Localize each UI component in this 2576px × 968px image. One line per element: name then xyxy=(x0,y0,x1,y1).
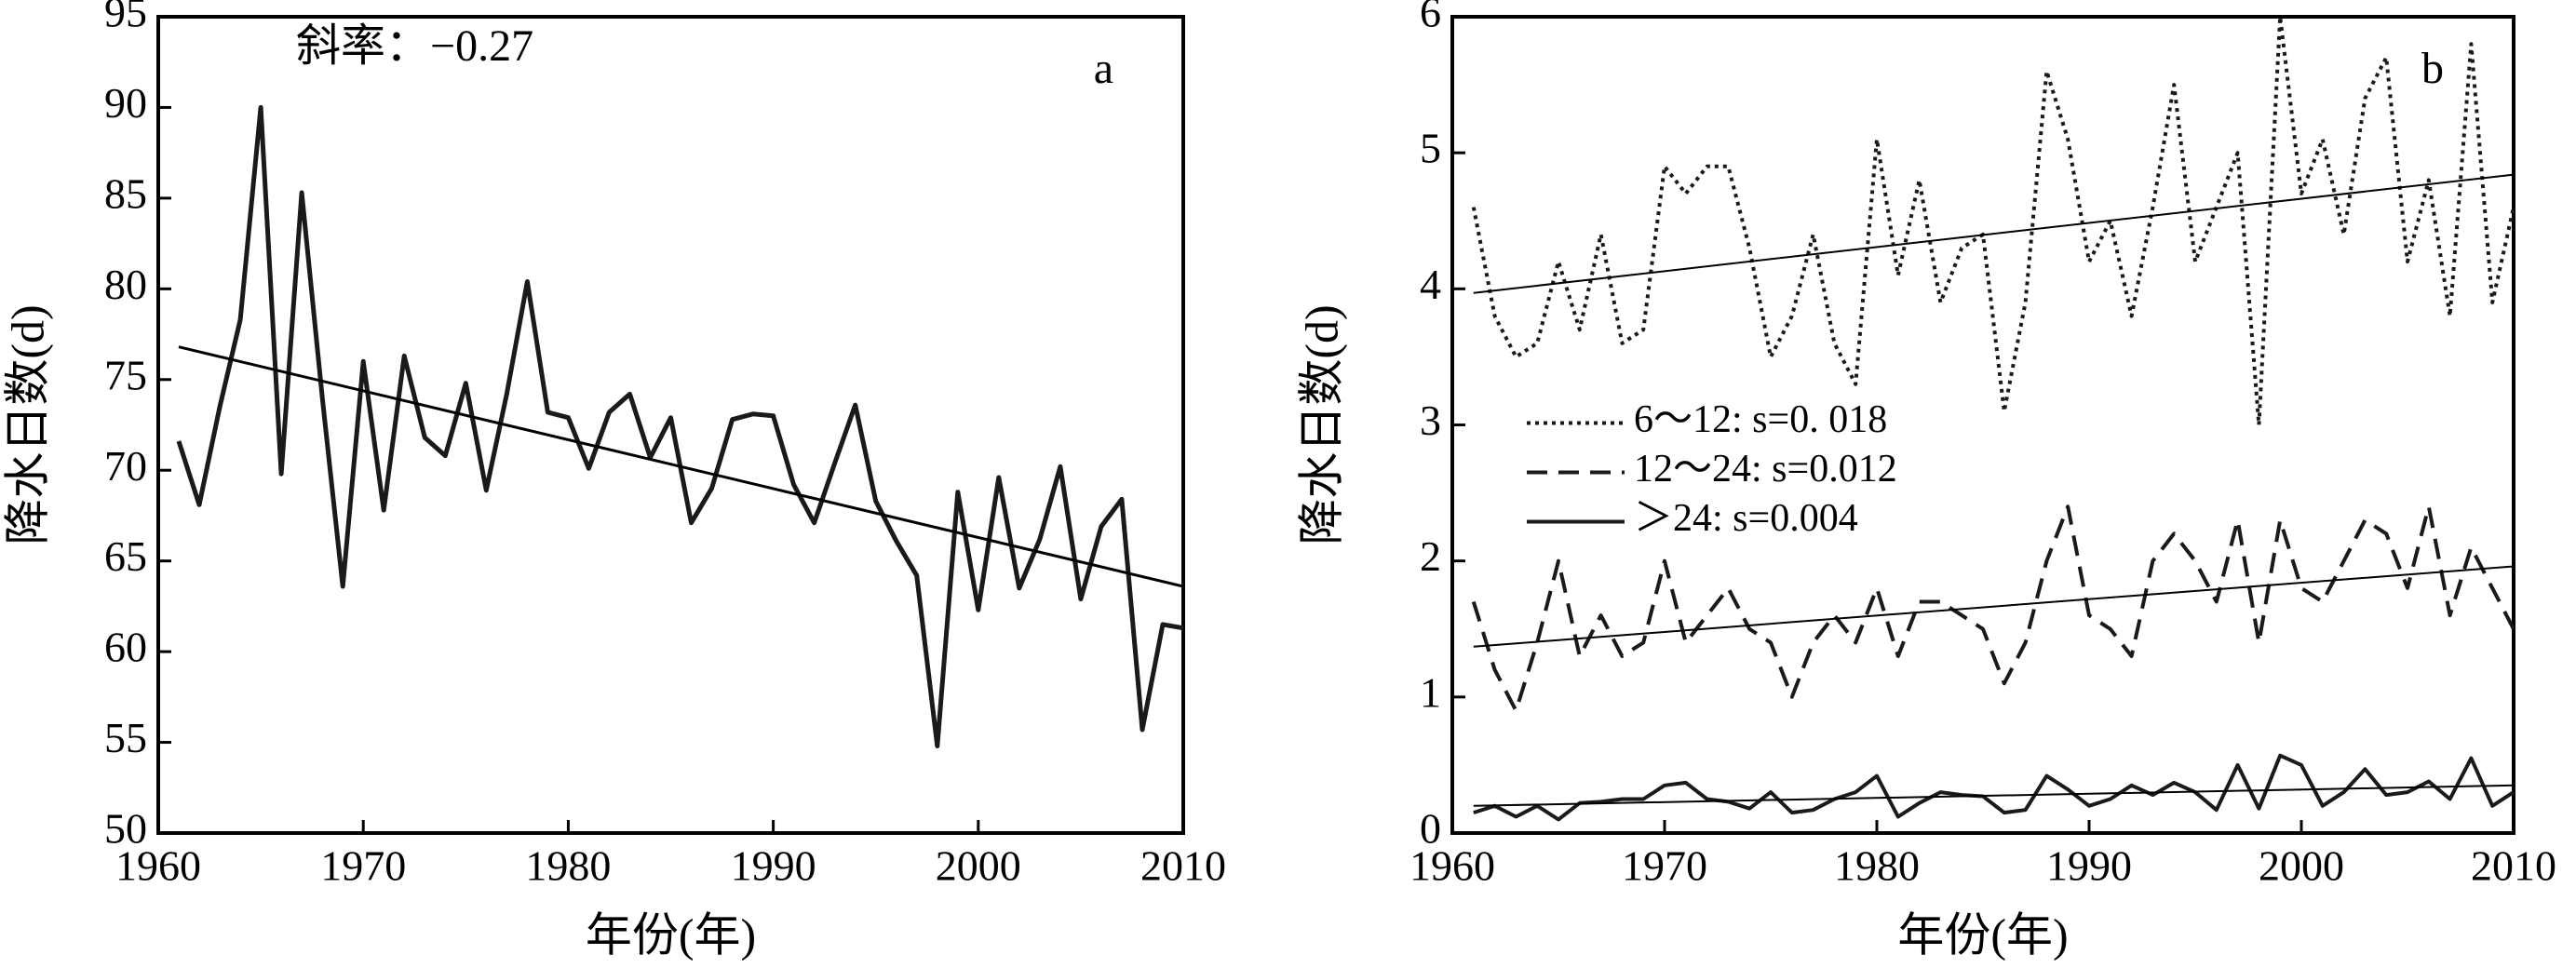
x-axis-title: 年份(年) xyxy=(1897,908,2068,961)
x-tick-label: 2000 xyxy=(936,842,1021,890)
series-line xyxy=(178,345,1184,588)
plot-frame xyxy=(1450,15,2515,835)
x-tick-label: 1960 xyxy=(1409,842,1495,890)
x-tick-label: 1970 xyxy=(320,842,406,890)
y-tick-label: 1 xyxy=(1420,668,1441,716)
x-tick-label: 2010 xyxy=(1140,842,1226,890)
y-tick-label: 95 xyxy=(104,0,147,36)
x-tick-label: 1960 xyxy=(115,842,201,890)
y-tick-label: 2 xyxy=(1420,532,1441,580)
panel-label: a xyxy=(1094,44,1113,93)
series-line xyxy=(1471,15,2515,427)
x-axis-title: 年份(年) xyxy=(586,908,756,961)
x-tick-label: 1980 xyxy=(525,842,611,890)
y-tick-label: 65 xyxy=(104,532,147,580)
series-line xyxy=(1473,753,2515,822)
y-tick-label: 4 xyxy=(1420,261,1441,308)
x-tick-label: 2000 xyxy=(2259,842,2344,890)
legend-label: 12～24: s=0.012 xyxy=(1634,448,1897,491)
y-axis-title: 降水日数(d) xyxy=(1295,304,1347,544)
x-tick-label: 1980 xyxy=(1834,842,1920,890)
y-tick-label: 75 xyxy=(104,351,147,398)
x-tick-label: 2010 xyxy=(2471,842,2556,890)
series-line xyxy=(1473,173,2515,294)
y-tick-label: 50 xyxy=(104,805,147,853)
y-tick-label: 85 xyxy=(104,169,147,217)
series-line xyxy=(1471,504,2515,713)
series-line xyxy=(1473,784,2515,807)
panel-label: b xyxy=(2421,44,2444,93)
y-tick-label: 60 xyxy=(104,624,147,671)
y-axis-title: 降水日数(d) xyxy=(1,304,53,544)
y-tick-label: 5 xyxy=(1420,125,1441,172)
y-tick-label: 80 xyxy=(104,261,147,308)
legend-label: 6～12: s=0. 018 xyxy=(1634,398,1887,441)
plot-frame xyxy=(156,15,1185,835)
x-tick-label: 1990 xyxy=(2046,842,2132,890)
series-line xyxy=(1473,565,2515,648)
y-tick-label: 55 xyxy=(104,714,147,761)
series-line xyxy=(176,104,1184,748)
y-tick-label: 90 xyxy=(104,79,147,127)
y-tick-label: 70 xyxy=(104,442,147,490)
y-tick-label: 6 xyxy=(1420,0,1441,36)
legend-label: ＞24: s=0.004 xyxy=(1634,497,1858,540)
x-tick-label: 1990 xyxy=(731,842,816,890)
x-tick-label: 1970 xyxy=(1622,842,1707,890)
y-tick-label: 0 xyxy=(1420,805,1441,853)
annotation: 斜率：−0.27 xyxy=(296,21,533,71)
y-tick-label: 3 xyxy=(1420,397,1441,444)
